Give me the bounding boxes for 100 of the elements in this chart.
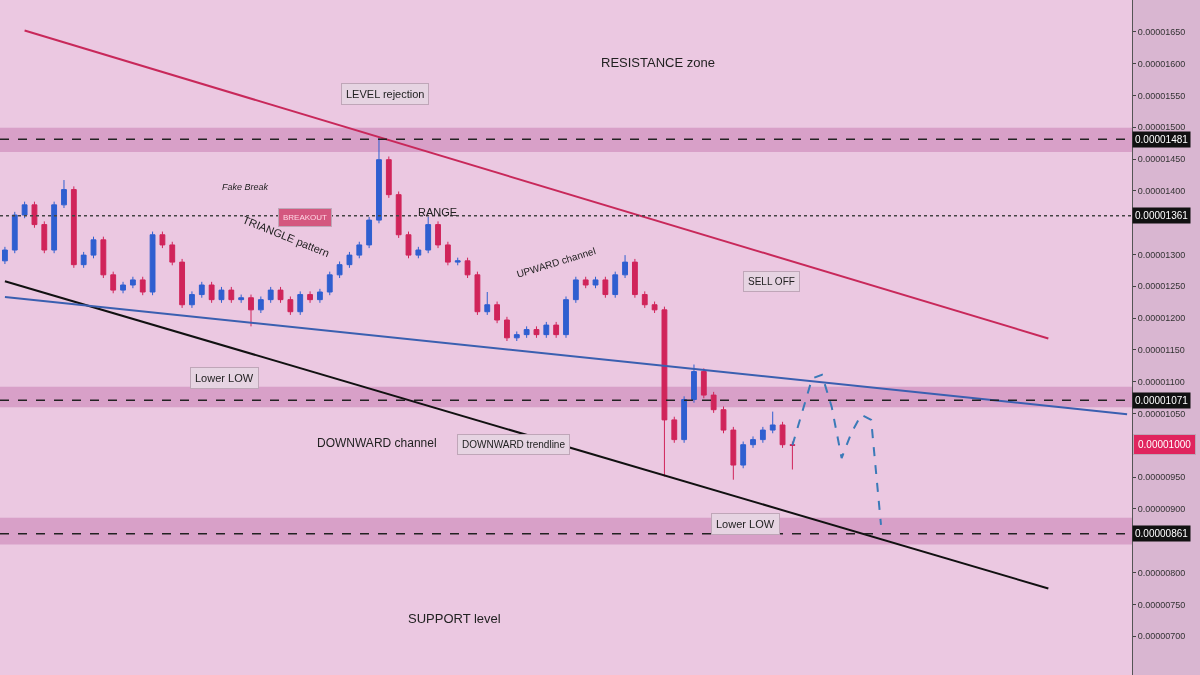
y-tick-label: 0.00001100 <box>1137 376 1185 387</box>
candlestick <box>189 290 195 309</box>
candlestick <box>198 281 205 299</box>
candlestick <box>484 291 491 316</box>
candlestick <box>277 286 284 304</box>
y-tick-label: 0.00001500 <box>1137 122 1186 133</box>
candlestick <box>730 426 737 481</box>
ref-line-label: 0.00001481 <box>1135 134 1189 145</box>
candlestick <box>641 290 648 309</box>
candlestick <box>405 231 412 259</box>
ref-line-label: 0.00001361 <box>1135 210 1189 221</box>
candlestick <box>710 391 717 414</box>
candlestick <box>464 257 471 279</box>
y-tick-label: 0.00001400 <box>1137 186 1186 197</box>
candlestick <box>651 301 658 314</box>
candlestick <box>287 295 294 316</box>
candlestick <box>415 246 422 259</box>
candlestick <box>435 220 441 249</box>
candlestick <box>208 281 215 304</box>
candlestick <box>671 416 678 444</box>
y-tick-label: 0.00001650 <box>1137 26 1186 37</box>
candlestick <box>385 156 392 199</box>
y-tick-label: 0.00000800 <box>1137 567 1186 578</box>
candlestick <box>159 231 166 249</box>
candlestick <box>563 295 569 339</box>
candlestick <box>779 421 786 449</box>
candlestick <box>572 276 579 304</box>
candlestick <box>31 201 38 229</box>
annotation: LEVEL rejection <box>346 88 425 100</box>
candlestick <box>257 295 264 314</box>
candlestick <box>494 301 501 324</box>
candlestick <box>326 271 333 296</box>
annotation: DOWNWARD channel <box>317 436 437 450</box>
candlestick <box>317 288 323 304</box>
candlestick <box>740 441 747 469</box>
text: 0.00001000 <box>1138 439 1192 450</box>
annotation: RANGE <box>418 206 458 218</box>
y-tick-label: 0.00000900 <box>1137 504 1186 515</box>
candlestick <box>356 241 363 259</box>
candlestick <box>346 251 353 269</box>
line-series <box>791 373 882 526</box>
candlestick <box>504 316 510 342</box>
candlestick <box>661 306 668 478</box>
candlestick <box>307 290 313 304</box>
candlestick <box>139 276 146 296</box>
candlestick <box>691 364 697 404</box>
candlestick <box>769 411 776 434</box>
candlestick <box>100 236 107 279</box>
candlestick <box>376 136 382 224</box>
candlestick <box>454 257 461 266</box>
candlestick <box>720 406 727 434</box>
candlestick <box>179 258 186 309</box>
candlestick <box>267 286 274 304</box>
candlestick <box>2 246 8 265</box>
candlestick <box>110 271 117 294</box>
annotation: Lower LOW <box>716 518 775 530</box>
candlestick <box>238 294 245 304</box>
candlestick <box>582 276 589 289</box>
candlestick <box>395 190 402 239</box>
candlestick <box>336 260 343 279</box>
candlestick <box>149 231 156 296</box>
candlestick <box>129 276 136 289</box>
y-tick-label: 0.00001150 <box>1137 345 1185 356</box>
candlestick <box>523 325 530 339</box>
candlestick <box>789 441 796 471</box>
candlestick <box>681 395 688 444</box>
annotation: Fake Break <box>222 182 269 192</box>
candlestick <box>602 276 609 299</box>
y-tick-label: 0.00001300 <box>1137 249 1186 260</box>
candlestick <box>21 201 28 219</box>
y-tick-label: 0.00001600 <box>1137 58 1186 69</box>
candlestick <box>297 290 304 316</box>
candlestick <box>228 286 235 304</box>
candlestick <box>425 216 432 254</box>
annotation: DOWNWARD trendline <box>462 439 566 450</box>
ref-line-label: 0.00000861 <box>1135 528 1189 539</box>
candlestick <box>533 325 540 339</box>
candlestick <box>750 435 756 449</box>
candlestick <box>592 276 599 289</box>
candlestick <box>169 241 176 266</box>
y-tick-label: 0.00001250 <box>1137 281 1186 292</box>
candlestick <box>90 236 97 259</box>
y-tick-label: 0.00001200 <box>1137 313 1186 324</box>
y-tick-label: 0.00000700 <box>1137 631 1186 642</box>
candlestick <box>61 179 67 209</box>
candlestick <box>622 254 628 279</box>
y-tick-label: 0.00000950 <box>1137 472 1186 483</box>
candlestick <box>543 321 550 339</box>
y-tick-label: 0.00001550 <box>1137 90 1186 101</box>
candlestick <box>444 241 451 266</box>
annotation: RESISTANCE zone <box>601 55 715 70</box>
candlestick <box>474 271 481 316</box>
y-tick-label: 0.00000750 <box>1137 599 1186 610</box>
candlestick <box>218 286 225 304</box>
candlestick <box>120 281 126 294</box>
candlestick <box>366 216 373 249</box>
candlestick <box>80 251 87 269</box>
annotation: SELL OFF <box>748 276 795 287</box>
candlestick <box>759 426 766 444</box>
annotation: SUPPORT level <box>408 611 501 626</box>
